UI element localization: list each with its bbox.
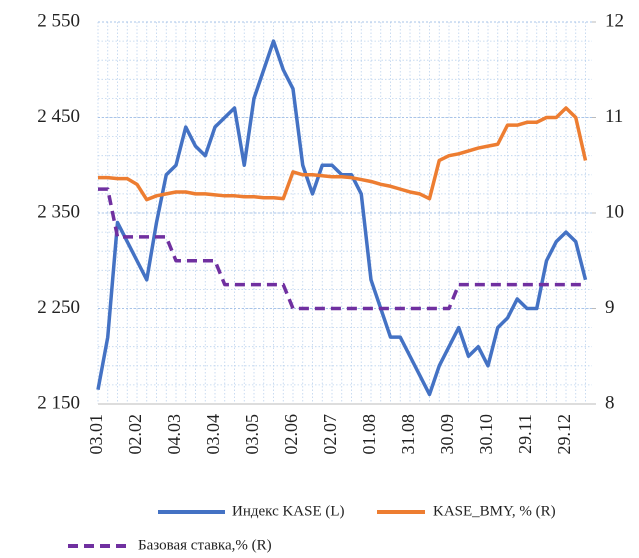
x-tick-label: 02.07: [320, 414, 340, 455]
y-tick-label: 2 550: [37, 10, 80, 31]
x-tick-label: 03.05: [242, 414, 262, 455]
x-tick-label: 04.03: [164, 414, 184, 455]
x-tick-label: 03.01: [86, 414, 106, 455]
y-tick-label: 2 350: [37, 201, 80, 222]
x-tick-label: 29.11: [515, 414, 535, 454]
x-tick-label: 31.08: [398, 414, 418, 455]
y-tick-label: 2 250: [37, 297, 80, 318]
series-line: [98, 106, 588, 202]
x-tick-label: 03.04: [203, 414, 223, 455]
legend-label: Индекс KASE (L): [232, 503, 345, 519]
y2-tick-label: 11: [605, 106, 623, 127]
y-tick-label: 2 450: [37, 106, 80, 127]
y-tick-label: 2 150: [37, 392, 80, 413]
legend-label: KASE_BMY, % (R): [433, 503, 556, 519]
x-tick-label: 02.06: [281, 414, 301, 455]
x-tick-label: 01.08: [359, 414, 379, 455]
series-line: [98, 187, 586, 311]
y2-tick-label: 10: [605, 201, 624, 222]
legend-label: Базовая ставка,% (R): [138, 537, 272, 553]
x-tick-label: 29.12: [554, 414, 574, 455]
x-tick-label: 30.10: [476, 414, 496, 455]
y2-tick-label: 12: [605, 10, 624, 31]
x-tick-label: 02.02: [125, 414, 145, 455]
series-line: [96, 39, 588, 397]
y2-tick-label: 9: [605, 297, 615, 318]
y2-tick-label: 8: [605, 392, 615, 413]
x-tick-label: 30.09: [437, 414, 457, 455]
